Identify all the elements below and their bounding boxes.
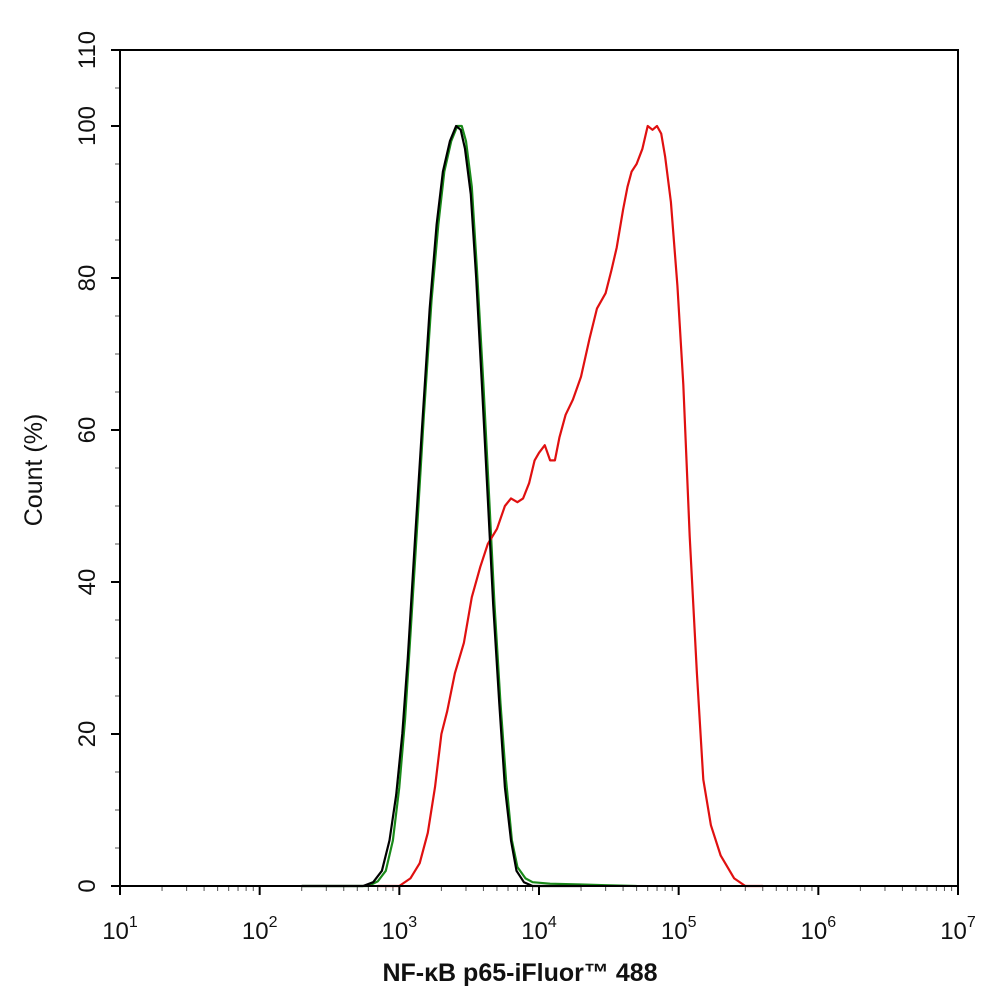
x-axis-title: NF-κB p65-iFluor™ 488: [382, 959, 657, 987]
series-layer: [301, 124, 763, 888]
x-tick-label: 102: [242, 914, 278, 945]
y-tick-label: 100: [74, 106, 101, 146]
x-tick-label: 107: [940, 914, 976, 945]
x-tick-label: 103: [382, 914, 418, 945]
y-axis-title: Count (%): [20, 414, 48, 527]
histogram-series-1: [301, 124, 637, 888]
y-tick-label: 0: [74, 879, 101, 892]
x-tick-labels: 101 102 103 104 105 106 107: [102, 914, 976, 945]
y-tick-label: 40: [74, 569, 101, 596]
y-tick-label: 60: [74, 417, 101, 444]
plot-frame: [119, 49, 959, 887]
y-tick-label: 20: [74, 721, 101, 748]
x-tick-label: 101: [102, 914, 138, 945]
x-tick-label: 105: [661, 914, 697, 945]
major-tick-marks: [111, 49, 959, 895]
minor-tick-marks: [115, 87, 953, 891]
y-tick-label: 110: [74, 31, 101, 69]
histogram-series-2: [377, 124, 763, 888]
y-tick-label: 80: [74, 265, 101, 292]
x-tick-label: 106: [801, 914, 837, 945]
histogram-series-3: [301, 124, 581, 888]
x-tick-label: 104: [521, 914, 557, 945]
y-tick-labels: 0 20 40 60 80 100 110: [74, 31, 101, 893]
